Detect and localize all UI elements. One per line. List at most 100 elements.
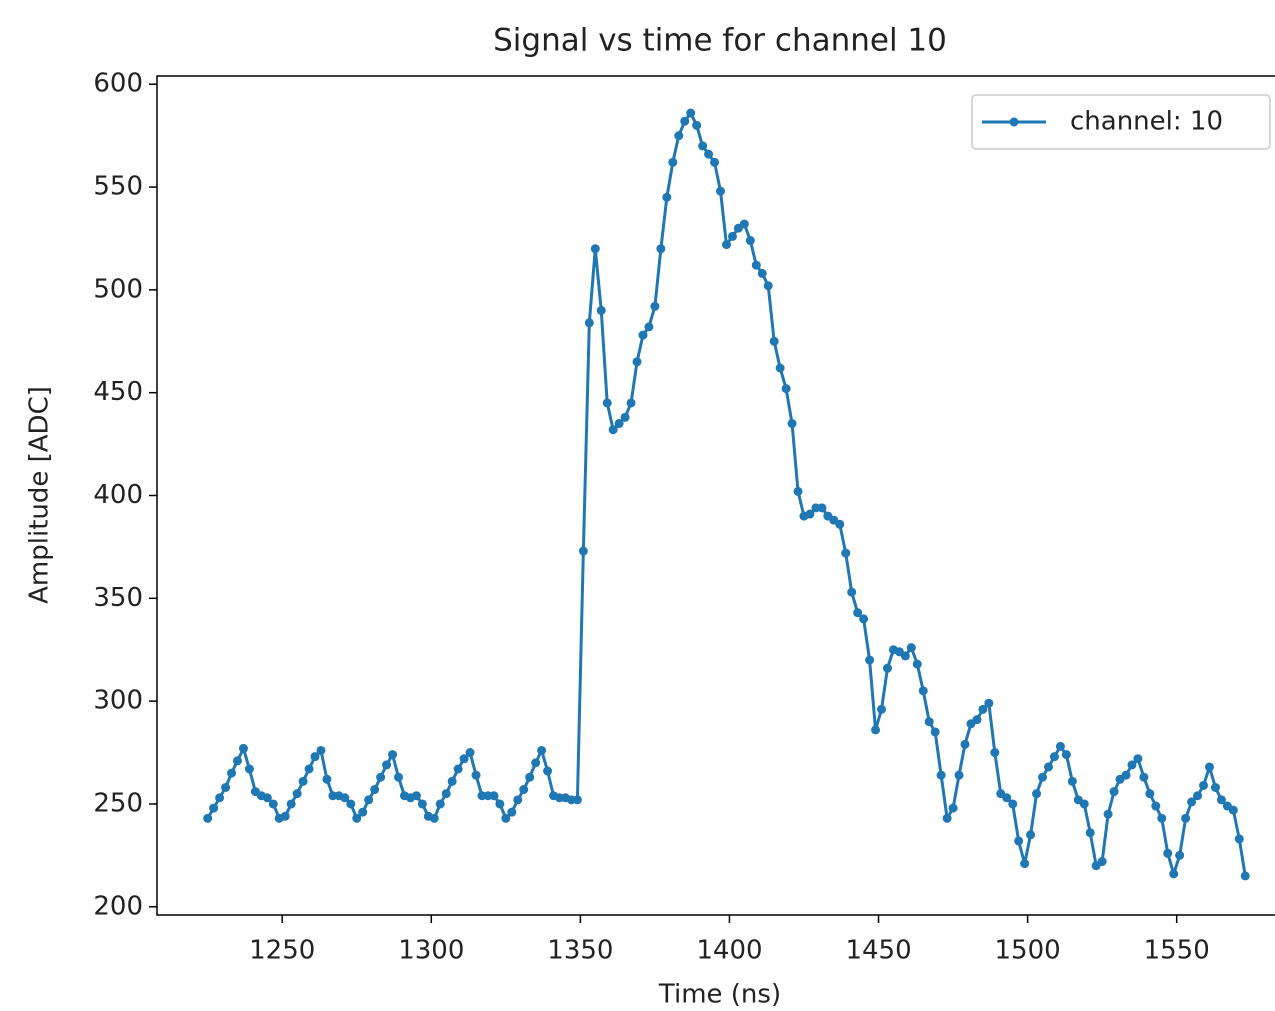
data-point xyxy=(221,783,231,793)
data-point xyxy=(578,546,588,556)
data-point xyxy=(948,803,958,813)
data-point xyxy=(918,686,928,696)
data-point xyxy=(930,727,940,737)
data-point xyxy=(531,758,541,768)
data-point xyxy=(441,789,451,799)
data-point xyxy=(352,813,362,823)
data-point xyxy=(775,363,785,373)
data-point xyxy=(465,748,475,758)
data-point xyxy=(394,772,404,782)
data-point xyxy=(817,503,827,513)
data-point xyxy=(519,785,529,795)
data-point xyxy=(763,281,773,291)
x-tick-label: 1550 xyxy=(1144,936,1210,966)
plot-frame xyxy=(156,75,1275,916)
data-point xyxy=(912,659,922,669)
series-line xyxy=(206,111,1247,877)
data-point xyxy=(662,192,672,202)
chart-title: Signal vs time for channel 10 xyxy=(493,23,947,59)
data-point xyxy=(859,614,869,624)
data-point xyxy=(1163,848,1173,858)
y-tick-label: 500 xyxy=(93,274,143,304)
data-point xyxy=(1008,799,1018,809)
data-point xyxy=(215,793,225,803)
data-point xyxy=(716,186,726,196)
legend-marker xyxy=(1009,117,1019,127)
data-point xyxy=(1145,789,1155,799)
data-point xyxy=(572,795,582,805)
data-point xyxy=(435,799,445,809)
x-tick-label: 1500 xyxy=(995,936,1061,966)
x-tick-label: 1300 xyxy=(398,936,464,966)
data-point xyxy=(853,608,863,618)
data-point xyxy=(1109,787,1119,797)
y-tick-label: 250 xyxy=(93,788,143,818)
data-point xyxy=(453,764,463,774)
data-point xyxy=(501,813,511,823)
data-point xyxy=(1204,762,1214,772)
data-point xyxy=(1061,750,1071,760)
data-point xyxy=(429,813,439,823)
data-point xyxy=(954,770,964,780)
data-point xyxy=(692,120,702,130)
data-point xyxy=(417,799,427,809)
data-point xyxy=(489,791,499,801)
data-point xyxy=(1187,797,1197,807)
data-point xyxy=(513,795,523,805)
data-point xyxy=(298,776,308,786)
data-point xyxy=(721,240,731,250)
data-point xyxy=(871,725,881,735)
data-point xyxy=(1002,793,1012,803)
legend-label: channel: 10 xyxy=(1070,107,1223,137)
data-point xyxy=(1181,813,1191,823)
data-point xyxy=(537,745,547,755)
data-point xyxy=(900,651,910,661)
data-point xyxy=(781,384,791,394)
data-point xyxy=(608,425,618,435)
data-point xyxy=(286,799,296,809)
data-point xyxy=(543,766,553,776)
data-point xyxy=(209,803,219,813)
data-point xyxy=(370,785,380,795)
data-point xyxy=(447,776,457,786)
data-point xyxy=(972,715,982,725)
data-point xyxy=(227,768,237,778)
data-point xyxy=(262,793,272,803)
data-point xyxy=(751,260,761,270)
data-point xyxy=(346,799,356,809)
data-point xyxy=(495,799,505,809)
data-point xyxy=(1043,762,1053,772)
data-point xyxy=(1121,770,1131,780)
data-point xyxy=(942,813,952,823)
data-point xyxy=(680,116,690,126)
data-point xyxy=(686,108,696,118)
data-point xyxy=(924,717,934,727)
data-point xyxy=(292,789,302,799)
data-point xyxy=(805,509,815,519)
x-axis-label: Time (ns) xyxy=(658,980,781,1010)
data-point xyxy=(1157,813,1167,823)
data-point xyxy=(584,318,594,328)
data-point xyxy=(316,745,326,755)
data-point xyxy=(632,357,642,367)
data-point xyxy=(1240,871,1250,881)
data-point xyxy=(1193,791,1203,801)
data-point xyxy=(388,750,398,760)
data-point xyxy=(1079,799,1089,809)
data-point xyxy=(990,748,1000,758)
data-point xyxy=(268,799,278,809)
data-point xyxy=(727,231,737,241)
data-point xyxy=(376,772,386,782)
data-point xyxy=(877,704,887,714)
data-point xyxy=(1055,741,1065,751)
data-point xyxy=(525,772,535,782)
data-point xyxy=(471,770,481,780)
data-point xyxy=(1026,830,1036,840)
data-point xyxy=(704,149,714,159)
data-point xyxy=(1085,828,1095,838)
data-point xyxy=(1133,754,1143,764)
data-point xyxy=(835,519,845,529)
data-point xyxy=(459,754,469,764)
data-point xyxy=(674,131,684,141)
